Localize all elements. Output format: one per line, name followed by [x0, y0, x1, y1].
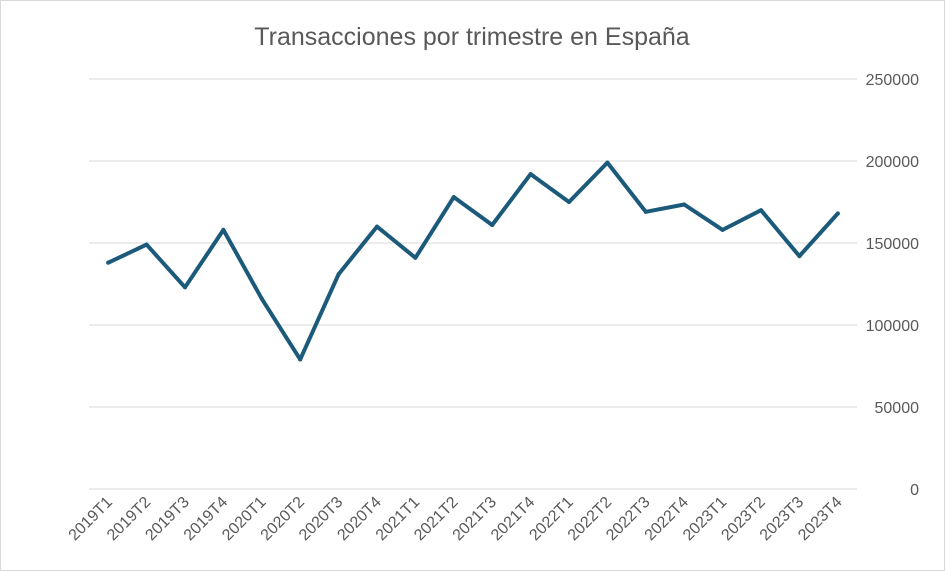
chart-title: Transacciones por trimestre en España: [254, 23, 689, 51]
series-line: [106, 160, 840, 362]
x-axis-tick-labels: 2019T12019T22019T32019T42020T12020T22020…: [66, 494, 846, 544]
data-point: [183, 285, 187, 290]
data-point: [221, 227, 226, 232]
y-tick-label: 0: [910, 482, 919, 499]
data-point: [835, 211, 840, 216]
data-point: [528, 172, 533, 177]
y-axis-tick-labels: 0 50000 100000 150000 200000 250000: [866, 72, 919, 499]
data-point: [759, 208, 763, 213]
data-point: [375, 224, 379, 229]
series-layer: [106, 160, 840, 362]
y-tick-label: 50000: [875, 400, 920, 417]
data-point: [567, 200, 571, 204]
x-tick-label: 2023T4: [795, 494, 845, 544]
data-point: [605, 160, 610, 165]
y-tick-label: 200000: [866, 154, 919, 171]
data-point: [720, 227, 725, 232]
data-point: [451, 195, 456, 200]
gridlines: [89, 78, 857, 490]
data-point: [490, 222, 495, 227]
data-point: [336, 272, 341, 277]
data-point: [413, 255, 418, 260]
data-point: [643, 209, 648, 214]
y-tick-label: 100000: [866, 318, 919, 335]
data-point: [797, 254, 802, 259]
y-tick-label: 250000: [866, 72, 919, 89]
data-point: [106, 260, 111, 265]
y-tick-label: 150000: [866, 236, 919, 253]
data-point: [682, 202, 687, 207]
data-point: [259, 296, 264, 301]
data-point: [144, 242, 149, 247]
data-point: [298, 357, 303, 362]
